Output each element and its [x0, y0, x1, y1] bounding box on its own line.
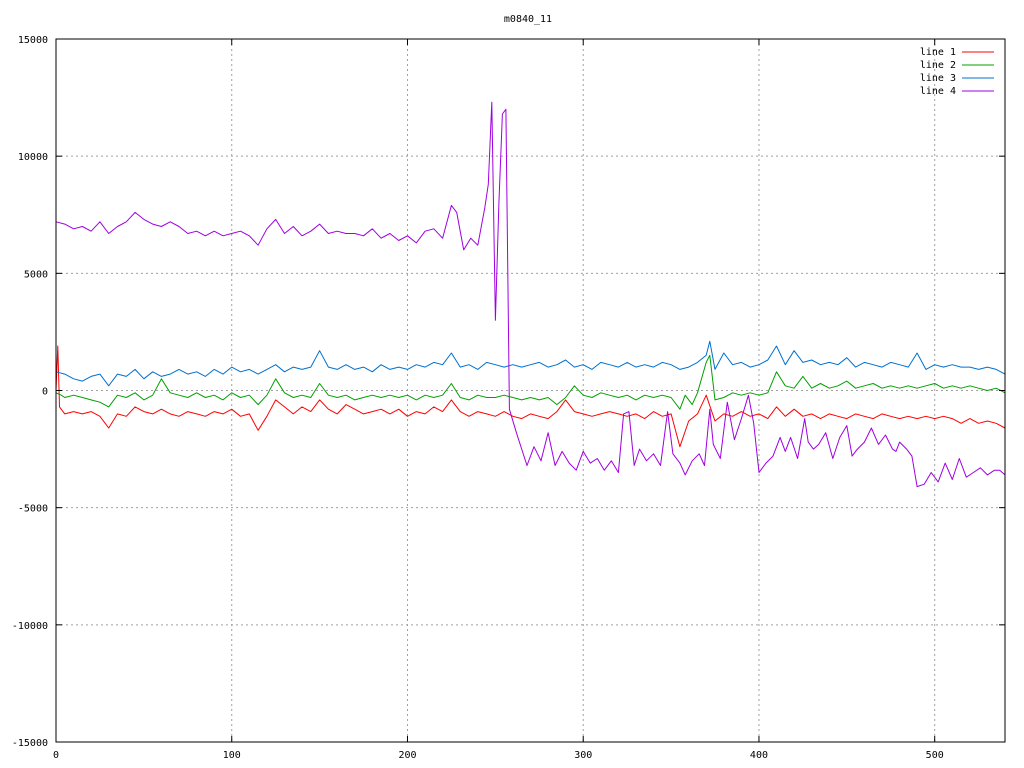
chart-title: m0840_11 [504, 14, 552, 25]
series-line-2 [55, 354, 1006, 410]
legend-label-3: line 3 [920, 73, 956, 84]
y-tick-label: 10000 [18, 152, 48, 163]
series-layer [55, 101, 1006, 488]
grid-lines [56, 39, 1005, 742]
legend-label-2: line 2 [920, 60, 956, 71]
y-tick-label: 5000 [24, 269, 48, 280]
axis-ticks: 0 100 200 300 400 500 -15000 -10000 -5000 0 5000 10… [12, 35, 1005, 761]
y-tick-label: -10000 [12, 621, 48, 632]
y-tick-label: 0 [42, 387, 48, 398]
x-tick-label: 300 [574, 750, 592, 761]
x-tick-label: 500 [926, 750, 944, 761]
x-tick-label: 0 [53, 750, 59, 761]
y-tick-label: -15000 [12, 738, 48, 749]
legend-label-4: line 4 [920, 86, 956, 97]
series-line-3 [55, 340, 1006, 387]
y-tick-label: 15000 [18, 35, 48, 46]
x-tick-label: 100 [223, 750, 241, 761]
series-line-4 [55, 101, 1006, 488]
x-tick-label: 200 [398, 750, 416, 761]
y-tick-label: -5000 [18, 504, 48, 515]
x-tick-label: 400 [750, 750, 768, 761]
legend-label-1: line 1 [920, 47, 956, 58]
series-line-1 [55, 345, 1006, 448]
legend: line 1 line 2 line 3 line 4 [920, 47, 994, 97]
